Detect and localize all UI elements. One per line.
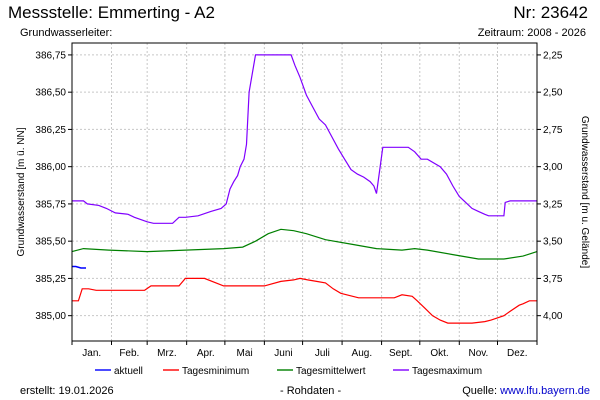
series-line-tagesminimum [72, 277, 537, 324]
source-link[interactable]: www.lfu.bayern.de [500, 385, 590, 397]
x-tick-label: Mrz. [157, 348, 176, 359]
y2-tick-label: 2,50 [543, 88, 563, 99]
y-tick-label: 385,75 [35, 199, 66, 210]
raw-data-note: - Rohdaten - [280, 385, 342, 397]
series-line-aktuell [72, 265, 86, 269]
created-date: erstellt: 19.01.2026 [20, 385, 114, 397]
y2-tick-label: 3,75 [543, 274, 563, 285]
x-tick-label: Apr. [197, 348, 215, 359]
source-label: Quelle: [462, 385, 501, 397]
plot-frame [71, 42, 538, 342]
x-tick-label: Mai [237, 348, 253, 359]
y2-tick-label: 3,25 [543, 199, 563, 210]
x-tick-label: Feb. [119, 348, 139, 359]
aquifer-label: Grundwasserleiter: [20, 27, 113, 39]
plot-area [72, 43, 537, 341]
y2-tick-label: 2,75 [543, 125, 563, 136]
y-tick-label: 386,00 [35, 162, 66, 173]
x-tick-label: Jan. [82, 348, 101, 359]
y-tick-label: 385,00 [35, 311, 66, 322]
x-tick-label: Sept. [389, 348, 412, 359]
series-line-tagesmittelwert [71, 228, 538, 260]
y-axis-title-left: Grundwasserstand [m ü. NN] [16, 127, 27, 256]
legend-label-aktuell: aktuell [114, 366, 143, 377]
y2-tick-label: 4,00 [543, 311, 563, 322]
x-tick-label: Dez. [507, 348, 528, 359]
series-line-tagesmaximum [72, 54, 537, 224]
x-tick-label: Okt. [430, 348, 448, 359]
x-tick-label: Juni [274, 348, 292, 359]
y-axis-title-right: Grundwasserstand [m u. Gelände] [579, 116, 590, 269]
y-tick-label: 386,25 [35, 125, 66, 136]
x-tick-label: Juli [315, 348, 330, 359]
y-tick-label: 386,50 [35, 88, 66, 99]
station-title: Messstelle: Emmerting - A2 [8, 3, 215, 22]
y-tick-label: 386,75 [35, 50, 66, 61]
x-tick-label: Nov. [468, 348, 488, 359]
period-label: Zeitraum: 2008 - 2026 [477, 27, 586, 39]
y2-tick-label: 2,25 [543, 50, 563, 61]
y-tick-label: 385,25 [35, 274, 66, 285]
y2-tick-label: 3,00 [543, 162, 563, 173]
x-tick-label: Aug. [352, 348, 373, 359]
legend-label-tagesmittelwert: Tagesmittelwert [296, 366, 366, 377]
station-number: Nr: 23642 [513, 3, 588, 22]
y2-tick-label: 3,50 [543, 237, 563, 248]
legend-label-tagesminimum: Tagesminimum [182, 366, 249, 377]
y-tick-label: 385,50 [35, 237, 66, 248]
source-note: Quelle: www.lfu.bayern.de [462, 385, 590, 397]
legend-label-tagesmaximum: Tagesmaximum [412, 366, 482, 377]
